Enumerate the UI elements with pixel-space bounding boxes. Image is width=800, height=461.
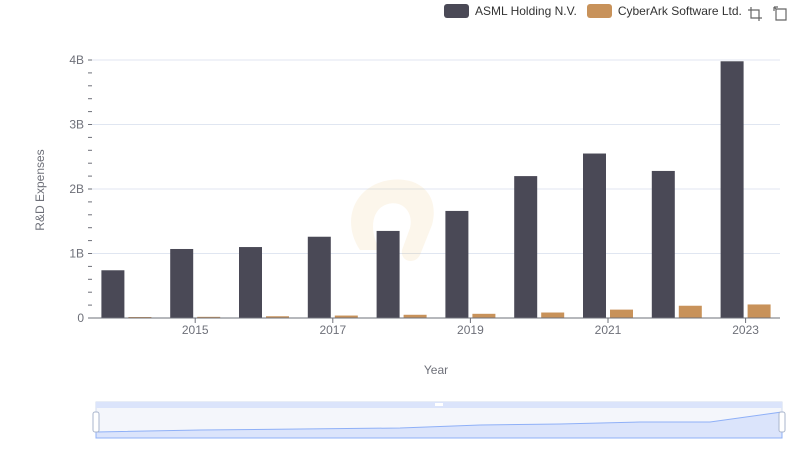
bar-asml-2019[interactable] [445,210,469,318]
bar-cyberark-2019[interactable] [472,313,496,318]
bars [101,61,771,318]
zoom-select-icon[interactable] [747,6,763,22]
x-tick-label: 2019 [457,323,484,337]
bar-cyberark-2017[interactable] [334,315,358,318]
bar-cyberark-2016[interactable] [266,316,289,318]
bar-asml-2018[interactable] [376,230,400,318]
y-tick-label: 4B [69,53,84,67]
y-tick-label: 2B [69,182,84,196]
zoom-drag-grip[interactable] [435,403,443,406]
bar-asml-2020[interactable] [514,176,538,318]
data-zoom-slider[interactable] [92,401,786,439]
y-axis-title: R&D Expenses [33,149,47,230]
x-axis-tick-labels: 2015 2017 2019 2021 2023 [182,318,759,337]
zoom-handle-left[interactable] [92,411,100,433]
y-tick-label: 0 [77,311,84,325]
grid-lines [92,59,780,254]
y-axis-minor-ticks [88,59,92,319]
y-axis-tick-labels: 0 1B 2B 3B 4B [69,53,84,325]
bar-asml-2022[interactable] [651,170,675,318]
zoom-handle-right[interactable] [778,411,786,433]
legend-label-cyberark: CyberArk Software Ltd. [617,4,742,18]
bar-cyberark-2018[interactable] [403,314,427,318]
legend-swatch-asml [444,4,469,18]
bar-cyberark-2022[interactable] [678,305,702,318]
legend-swatch-cyberark [586,4,612,18]
legend: ASML Holding N.V. CyberArk Software Ltd. [444,4,742,18]
bar-asml-2016[interactable] [239,247,262,318]
y-tick-label: 3B [69,118,84,132]
x-tick-label: 2017 [319,323,346,337]
bar-cyberark-2021[interactable] [610,309,633,318]
x-tick-label: 2023 [732,323,759,337]
bar-cyberark-2020[interactable] [541,312,565,318]
zoom-reset-icon[interactable] [773,6,789,22]
bar-cyberark-2015[interactable] [197,316,221,318]
toolbox [747,6,789,22]
bar-asml-2014[interactable] [101,270,125,318]
y-tick-label: 1B [69,247,84,261]
bar-asml-2015[interactable] [170,248,194,318]
x-tick-label: 2021 [595,323,622,337]
bar-asml-2017[interactable] [307,236,331,318]
watermark-logo [351,179,434,262]
legend-label-asml: ASML Holding N.V. [475,4,577,18]
bar-asml-2021[interactable] [583,153,606,318]
bar-cyberark-2023[interactable] [747,304,771,318]
legend-item-asml[interactable]: ASML Holding N.V. [444,4,577,18]
bar-asml-2023[interactable] [720,61,744,318]
zoom-preview-area [95,411,783,439]
legend-item-cyberark[interactable]: CyberArk Software Ltd. [586,4,742,18]
x-axis-title: Year [424,363,448,377]
x-tick-label: 2015 [182,323,209,337]
